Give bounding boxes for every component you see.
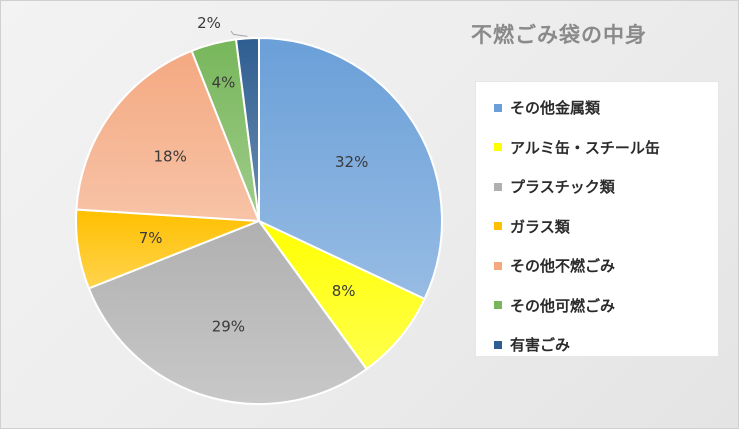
pie-slice-1 [258,36,443,301]
legend-item-6: その他可燃ごみ [476,286,718,326]
chart-title: 不燃ごみ袋の中身 [471,23,647,47]
legend-swatch [494,340,502,349]
data-label-7: 2% [197,14,221,32]
leader-line [230,30,248,37]
legend-label: アルミ缶・スチール缶 [510,138,660,157]
data-label-3: 29% [212,317,245,335]
legend-label: 有害ごみ [510,336,571,355]
pie-slice-5 [75,49,261,223]
pie-slice-7 [234,36,260,222]
legend-label: ガラス類 [510,217,570,236]
data-label-6: 4% [212,74,236,92]
legend-item-2: アルミ缶・スチール缶 [476,128,718,168]
legend-label: その他可燃ごみ [510,296,616,315]
legend-swatch [494,103,502,112]
legend: その他金属類アルミ缶・スチール缶 プラスチック類 ガラス類その他不燃ごみ その他可燃ご… [475,81,719,357]
legend-item-1: その他金属類 [476,88,718,128]
data-label-5: 18% [154,148,187,166]
legend-swatch [494,182,502,191]
legend-swatch [494,261,502,270]
legend-item-4: ガラス類 [476,207,718,247]
legend-item-3: プラスチック類 [476,167,718,207]
data-label-4: 7% [139,229,163,247]
legend-item-7: 有害ごみ [476,325,718,365]
data-label-1: 32% [335,153,368,171]
pie-slice-3 [87,219,368,405]
legend-item-5: その他不燃ごみ [476,246,718,286]
data-label-2: 8% [332,282,356,300]
legend-label: その他金属類 [510,99,601,118]
pie-slice-2 [258,220,426,371]
legend-swatch [494,301,502,310]
legend-label: プラスチック類 [510,178,615,197]
legend-label: その他不燃ごみ [510,257,616,276]
legend-swatch [494,143,502,152]
legend-swatch [494,222,502,231]
